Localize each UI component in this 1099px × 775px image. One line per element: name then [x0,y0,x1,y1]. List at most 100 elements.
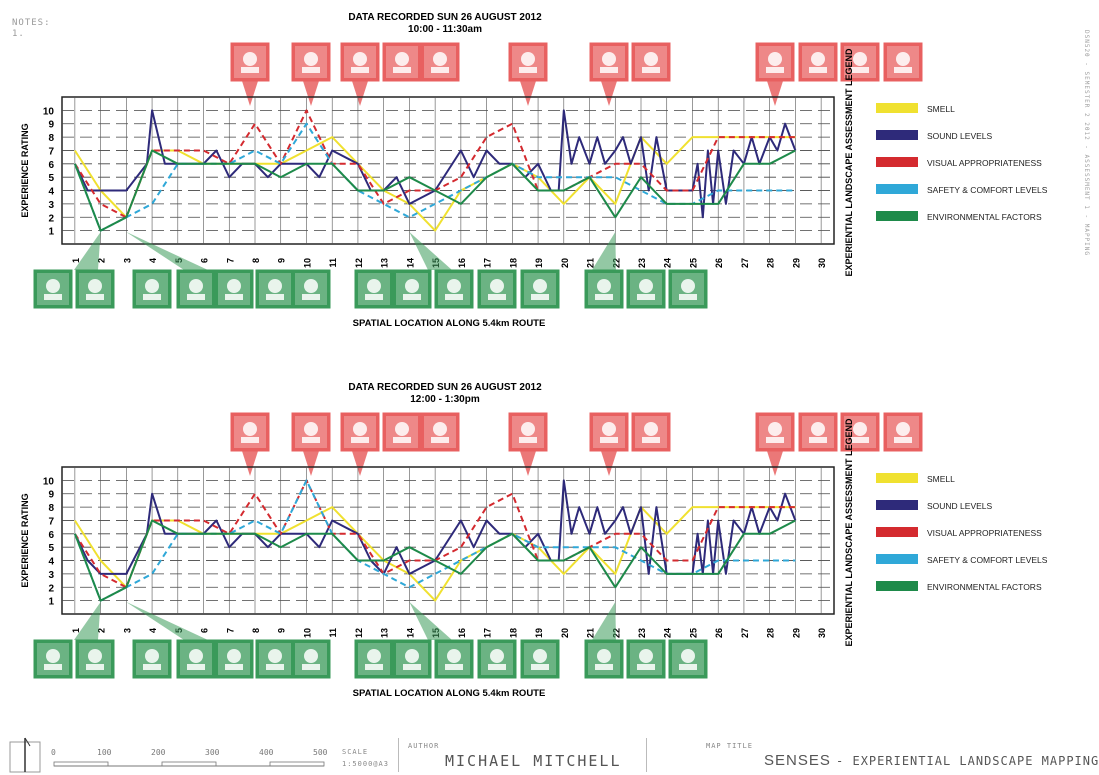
map-title-main: SENSES [764,752,831,769]
person-icon [382,42,422,82]
x-tick-label: 21 [586,628,596,638]
x-tick-label: 27 [740,258,750,268]
pointer-arrow [352,451,368,476]
drink-icon [883,412,923,452]
notes-title: NOTES: [12,18,51,28]
y-tick-label: 3 [48,200,54,211]
x-tick-label: 22 [611,258,621,268]
x-tick-label: 6 [200,628,210,633]
x-tick-label: 1 [71,258,81,263]
x-tick-label: 16 [457,628,467,638]
legend-label: SAFETY & COMFORT LEVELS [927,185,1048,195]
pointer-arrow [242,81,258,106]
chart-subtitle: 12:00 - 1:30pm [410,394,480,405]
hand-icon [33,639,73,679]
y-tick-label: 1 [48,597,54,608]
pointer-arrow [520,81,536,106]
y-tick-label: 9 [48,120,54,131]
y-tick-label: 2 [48,583,54,594]
crowd-icon [420,42,460,82]
crowd-icon [214,269,254,309]
legend-label: VISUAL APPROPRIATENESS [927,158,1042,168]
x-tick-label: 14 [405,258,415,268]
legend-swatch [876,527,918,537]
legend-swatch [876,500,918,510]
x-tick-label: 11 [328,258,338,268]
tree-icon [291,269,331,309]
pointer-arrow [126,232,208,270]
series-line-smell [74,136,796,232]
y-tick-label: 6 [48,160,54,171]
pointer-arrow [767,81,783,106]
hand-icon [33,269,73,309]
gardener-icon [626,639,666,679]
scale-label: SCALE [342,748,369,756]
chart-title: DATA RECORDED SUN 26 AUGUST 2012 [348,382,542,393]
car-icon [755,42,795,82]
gardener-icon [255,269,295,309]
x-tick-label: 23 [637,628,647,638]
y-tick-label: 10 [43,476,55,487]
y-tick-label: 7 [48,516,54,527]
cup-icon [584,639,624,679]
scale-tick-label: 300 [205,748,220,757]
smoking-icon [340,42,380,82]
footer-divider [646,738,647,772]
x-tick-label: 13 [380,628,390,638]
sign-icon [392,269,432,309]
pointer-arrow [74,602,101,640]
y-tick-label: 1 [48,227,54,238]
scale-tick-label: 400 [259,748,274,757]
x-tick-label: 25 [688,258,698,268]
x-axis-label: SPATIAL LOCATION ALONG 5.4km ROUTE [353,688,546,699]
x-tick-label: 2 [97,258,107,263]
notes: NOTES: 1. [12,18,51,40]
legend-swatch [876,473,918,483]
x-tick-label: 13 [380,258,390,268]
x-tick-label: 19 [534,258,544,268]
car-icon [589,412,629,452]
x-tick-label: 21 [586,258,596,268]
legend-swatch [876,130,918,140]
x-tick-label: 29 [791,628,801,638]
y-tick-label: 6 [48,530,54,541]
x-tick-label: 19 [534,628,544,638]
x-tick-label: 18 [508,628,518,638]
footer-divider [398,738,399,772]
legend-label: ENVIRONMENTAL FACTORS [927,212,1042,222]
car-icon [589,42,629,82]
chart-subtitle: 10:00 - 11:30am [408,24,482,35]
y-tick-label: 9 [48,490,54,501]
y-tick-label: 5 [48,543,54,554]
playground-icon [132,639,172,679]
x-tick-label: 11 [328,628,338,638]
x-tick-label: 4 [148,628,158,633]
hand-icon [840,42,880,82]
playground-icon [132,269,172,309]
x-tick-label: 22 [611,628,621,638]
y-tick-label: 8 [48,503,54,514]
hand-icon [668,269,708,309]
gardener-icon [626,269,666,309]
scale-bar [53,761,325,767]
x-tick-label: 12 [354,628,364,638]
bird-icon [176,639,216,679]
x-tick-label: 14 [405,628,415,638]
series-line-smell [74,506,796,602]
nose-icon [520,269,560,309]
x-tick-label: 12 [354,258,364,268]
x-tick-label: 10 [302,628,312,638]
hand-icon [840,412,880,452]
notes-item: 1. [12,29,25,39]
x-tick-label: 17 [483,628,493,638]
x-tick-label: 4 [148,258,158,263]
legend-label: SOUND LEVELS [927,501,993,511]
y-tick-label: 10 [43,106,55,117]
truck-icon [631,42,671,82]
series-line-sound-levels [73,109,797,219]
pointer-arrow [409,602,452,640]
y-tick-label: 4 [48,557,54,568]
x-tick-label: 9 [277,628,287,633]
legend-swatch [876,211,918,221]
